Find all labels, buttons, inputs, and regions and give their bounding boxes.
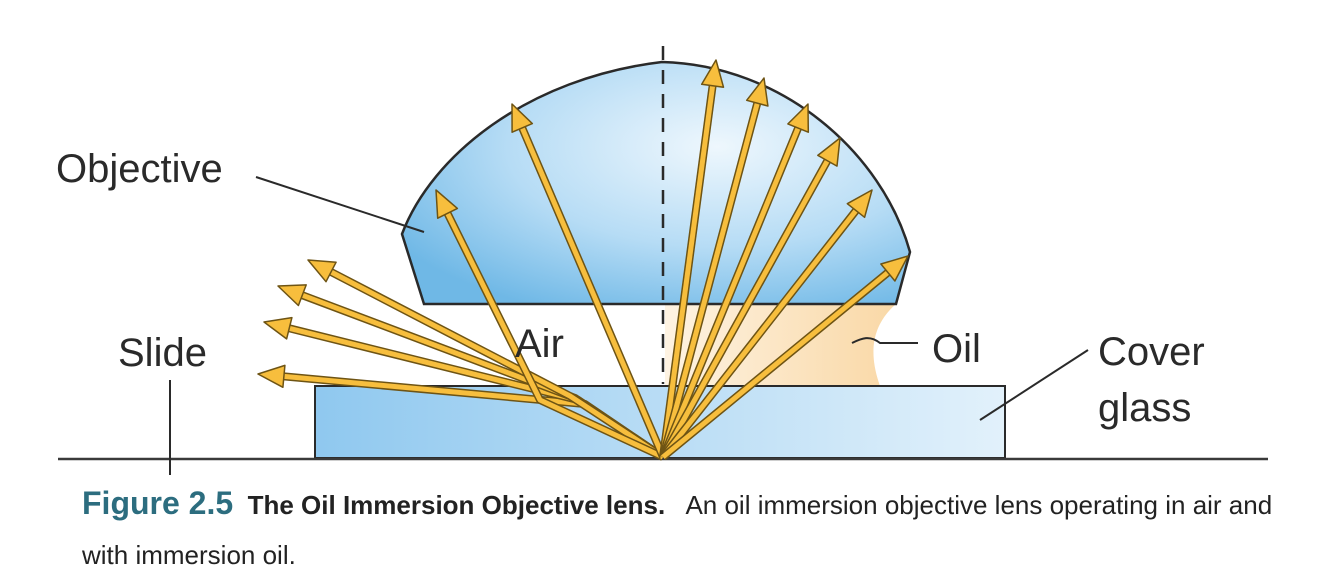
light-rays	[257, 59, 909, 461]
slide-label: Slide	[118, 331, 207, 375]
light-ray-arrowhead	[745, 77, 769, 107]
light-ray	[660, 102, 760, 458]
oil-leader-line	[851, 337, 918, 344]
oil-immersion-diagram: Objective Slide Air Oil Cover glass	[56, 46, 1268, 475]
cover-glass-leader-line	[979, 349, 1089, 421]
light-ray	[660, 159, 830, 459]
light-ray-arrowhead	[435, 189, 459, 219]
cover-glass-label-line1: Cover	[1098, 330, 1205, 374]
light-ray-arrowhead	[277, 284, 307, 307]
light-ray-arrowhead	[263, 316, 293, 340]
light-ray-arrowhead	[787, 103, 810, 133]
air-label: Air	[515, 322, 564, 366]
figure-caption: Figure 2.5 The Oil Immersion Objective l…	[82, 478, 1302, 580]
light-ray	[661, 208, 858, 459]
cover-glass-label-line2: glass	[1098, 386, 1191, 430]
figure-title: The Oil Immersion Objective lens.	[247, 490, 666, 520]
objective-leader-line	[255, 176, 425, 233]
immersion-oil	[665, 304, 896, 386]
light-ray	[329, 269, 665, 460]
light-ray-arrowhead	[307, 259, 337, 283]
light-ray	[660, 127, 801, 458]
light-ray-arrowhead	[846, 189, 873, 219]
light-ray-arrowhead	[880, 255, 909, 282]
light-ray	[519, 126, 666, 458]
light-ray	[445, 212, 665, 460]
light-ray	[661, 270, 890, 459]
figure-caption-text: An oil immersion objective lens operatin…	[82, 490, 1273, 570]
light-ray-arrowhead	[257, 364, 286, 389]
light-ray-arrowhead	[700, 59, 725, 88]
figure-number: Figure 2.5	[82, 485, 234, 521]
light-ray-arrowhead	[511, 103, 534, 133]
oil-label: Oil	[932, 327, 981, 371]
light-ray	[660, 85, 716, 458]
light-ray-arrowhead	[817, 137, 841, 167]
objective-label: Objective	[56, 147, 223, 191]
